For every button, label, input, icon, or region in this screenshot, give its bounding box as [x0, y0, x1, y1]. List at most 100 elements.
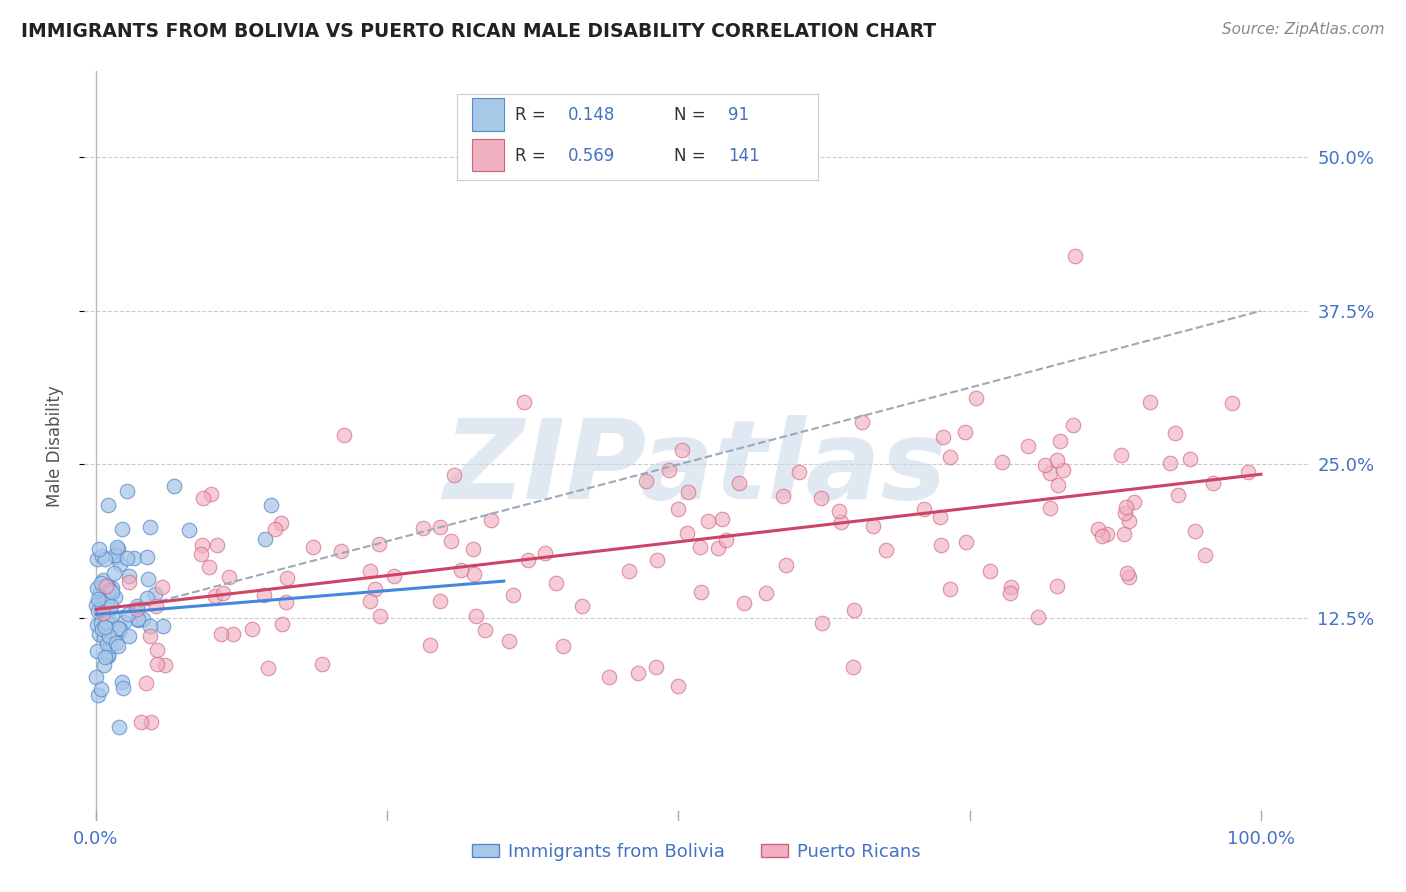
- Point: [96, 587, 118, 601]
- Point: [412, 521, 434, 535]
- Point: [634, 474, 657, 488]
- Point: [135, 591, 157, 606]
- Point: [197, 560, 219, 574]
- Point: [153, 658, 176, 673]
- Point: [101, 581, 124, 595]
- Text: IMMIGRANTS FROM BOLIVIA VS PUERTO RICAN MALE DISABILITY CORRELATION CHART: IMMIGRANTS FROM BOLIVIA VS PUERTO RICAN …: [21, 22, 936, 41]
- Point: [115, 551, 138, 566]
- Point: [89, 592, 111, 607]
- Point: [89, 541, 111, 556]
- Point: [1114, 526, 1136, 541]
- Point: [443, 468, 465, 483]
- Point: [571, 599, 593, 613]
- Point: [117, 574, 139, 589]
- Point: [86, 604, 108, 618]
- Point: [429, 519, 451, 533]
- Point: [311, 657, 333, 671]
- Point: [755, 585, 778, 599]
- Point: [955, 534, 977, 549]
- Point: [179, 523, 201, 537]
- Point: [211, 585, 233, 599]
- Point: [125, 601, 148, 615]
- Point: [1087, 522, 1109, 536]
- Point: [429, 593, 451, 607]
- Point: [991, 455, 1014, 469]
- Point: [94, 552, 117, 566]
- Point: [87, 626, 110, 640]
- Point: [553, 639, 575, 653]
- Point: [118, 629, 141, 643]
- Point: [86, 688, 108, 702]
- Point: [100, 599, 122, 614]
- Point: [1163, 426, 1185, 441]
- Point: [86, 551, 108, 566]
- Point: [787, 465, 810, 479]
- Point: [1159, 456, 1181, 470]
- Point: [645, 659, 668, 673]
- Point: [727, 476, 749, 491]
- Point: [1184, 524, 1206, 538]
- Point: [828, 504, 851, 518]
- Point: [97, 584, 120, 599]
- Point: [105, 636, 128, 650]
- Point: [928, 510, 950, 524]
- Point: [1116, 566, 1139, 580]
- Point: [775, 558, 797, 573]
- Point: [86, 670, 108, 684]
- Point: [103, 566, 125, 580]
- Point: [98, 582, 121, 597]
- Point: [332, 427, 354, 442]
- Point: [1118, 570, 1140, 584]
- Point: [143, 587, 166, 601]
- Point: [1046, 453, 1069, 467]
- Point: [464, 608, 486, 623]
- Point: [105, 541, 128, 555]
- Point: [89, 584, 111, 599]
- Point: [253, 532, 276, 546]
- Point: [676, 526, 699, 541]
- Point: [676, 484, 699, 499]
- Point: [96, 637, 118, 651]
- Point: [1045, 579, 1067, 593]
- Point: [96, 607, 118, 622]
- Point: [204, 590, 226, 604]
- Point: [94, 608, 117, 623]
- Point: [93, 630, 115, 644]
- Point: [271, 616, 294, 631]
- Point: [104, 549, 127, 563]
- Point: [135, 676, 157, 690]
- Point: [811, 615, 834, 630]
- Point: [107, 720, 129, 734]
- Point: [87, 592, 110, 607]
- Point: [90, 615, 112, 630]
- Point: [86, 582, 108, 596]
- Point: [93, 591, 115, 605]
- Point: [253, 588, 276, 602]
- Point: [689, 584, 711, 599]
- Point: [110, 522, 132, 536]
- Point: [463, 541, 485, 556]
- Point: [122, 551, 145, 566]
- Point: [257, 660, 280, 674]
- Point: [1062, 418, 1084, 433]
- Point: [96, 579, 118, 593]
- Point: [929, 538, 952, 552]
- Point: [146, 657, 169, 672]
- Point: [107, 542, 129, 557]
- Point: [97, 648, 120, 663]
- Point: [1047, 478, 1070, 492]
- Point: [1026, 610, 1049, 624]
- Point: [1111, 448, 1133, 462]
- Point: [714, 533, 737, 547]
- Point: [114, 615, 136, 630]
- Point: [260, 498, 283, 512]
- Point: [1114, 506, 1136, 520]
- Point: [117, 607, 139, 621]
- Point: [91, 600, 114, 615]
- Point: [84, 598, 107, 612]
- Point: [110, 557, 132, 571]
- Point: [190, 548, 212, 562]
- Point: [382, 569, 405, 583]
- Point: [152, 619, 174, 633]
- Point: [1049, 434, 1071, 448]
